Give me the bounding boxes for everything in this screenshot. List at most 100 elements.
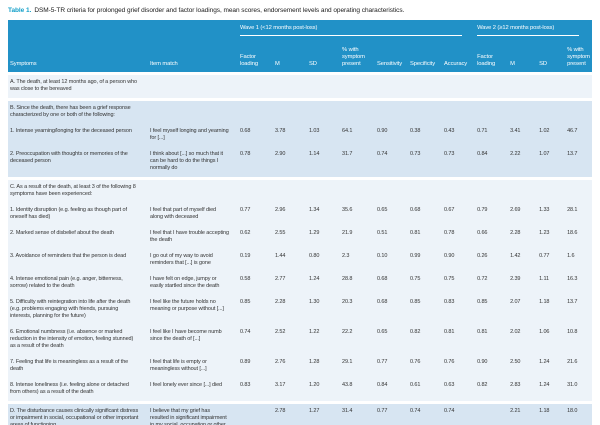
- value-cell: 0.90: [475, 355, 509, 378]
- value-cell: 2.07: [508, 295, 538, 325]
- value-cell: 2.21: [508, 402, 538, 425]
- value-cell: 22.2: [340, 325, 375, 355]
- value-cell: 0.38: [408, 124, 442, 147]
- value-cell: 2.3: [340, 249, 375, 272]
- value-cell: 2.76: [273, 355, 307, 378]
- section-row: C. As a result of the death, at least 3 …: [8, 178, 593, 203]
- column-header-3: Factor loading: [238, 40, 273, 74]
- symptom-cell: 4. Intense emotional pain (e.g. anger, b…: [8, 272, 148, 295]
- value-cell: 0.84: [375, 378, 408, 403]
- item-match-cell: I feel lonely ever since [...] died: [148, 378, 238, 403]
- criterion-block-c: C. As a result of the death, at least 3 …: [8, 178, 593, 403]
- value-cell: 28.8: [340, 272, 375, 295]
- section-row: B. Since the death, there has been a gri…: [8, 99, 593, 124]
- item-match-cell: I feel myself longing and yearning for […: [148, 124, 238, 147]
- value-cell: 1.11: [537, 272, 566, 295]
- value-cell: 1.24: [537, 355, 566, 378]
- value-cell: 2.02: [508, 325, 538, 355]
- symptom-cell: 1. Identity disruption (e.g. feeling as …: [8, 203, 148, 226]
- value-cell: 2.90: [273, 147, 307, 179]
- value-cell: 43.8: [340, 378, 375, 403]
- value-cell: 0.67: [442, 203, 476, 226]
- value-cell: 1.28: [307, 355, 340, 378]
- value-cell: 2.39: [508, 272, 538, 295]
- item-match-cell: I feel like I have become numb since the…: [148, 325, 238, 355]
- symptom-cell: 2. Marked sense of disbelief about the d…: [8, 226, 148, 249]
- column-header-12: SD: [537, 40, 566, 74]
- value-cell: 0.75: [442, 272, 476, 295]
- value-cell: 21.6: [565, 355, 593, 378]
- value-cell: 1.20: [307, 378, 340, 403]
- symptom-row: 1. Identity disruption (e.g. feeling as …: [8, 203, 593, 226]
- symptom-row: D. The disturbance causes clinically sig…: [8, 402, 593, 425]
- section-row: A. The death, at least 12 months ago, of…: [8, 73, 593, 100]
- value-cell: 0.90: [375, 124, 408, 147]
- wave-spanner-row: Wave 1 (<12 months post-loss) Wave 2 (≥12…: [8, 20, 593, 40]
- value-cell: 2.28: [508, 226, 538, 249]
- symptom-row: 2. Marked sense of disbelief about the d…: [8, 226, 593, 249]
- value-cell: 1.23: [537, 226, 566, 249]
- table-number: Table 1.: [8, 7, 32, 14]
- value-cell: 0.85: [475, 295, 509, 325]
- symptom-cell: D. The disturbance causes clinically sig…: [8, 402, 148, 425]
- value-cell: 0.65: [375, 203, 408, 226]
- value-cell: 28.1: [565, 203, 593, 226]
- symptom-cell: A. The death, at least 12 months ago, of…: [8, 73, 148, 100]
- table-caption: Table 1. DSM-5-TR criteria for prolonged …: [8, 6, 592, 15]
- empty-cell: [148, 178, 593, 203]
- value-cell: 1.18: [537, 295, 566, 325]
- value-cell: 0.76: [408, 355, 442, 378]
- value-cell: 0.76: [442, 355, 476, 378]
- value-cell: 1.06: [537, 325, 566, 355]
- symptom-cell: 3. Avoidance of reminders that the perso…: [8, 249, 148, 272]
- value-cell: 0.75: [408, 272, 442, 295]
- value-cell: 0.68: [375, 272, 408, 295]
- value-cell: 0.61: [408, 378, 442, 403]
- dsm5tr-criteria-table: Wave 1 (<12 months post-loss) Wave 2 (≥12…: [8, 20, 593, 425]
- item-match-cell: I believe that my grief has resulted in …: [148, 402, 238, 425]
- spanner-wave-2: Wave 2 (≥12 months post-loss): [475, 20, 593, 40]
- item-match-cell: I feel that life is empty or meaningless…: [148, 355, 238, 378]
- item-match-cell: I have felt on edge, jumpy or easily sta…: [148, 272, 238, 295]
- value-cell: 35.6: [340, 203, 375, 226]
- column-header-1: Symptoms: [8, 40, 148, 74]
- value-cell: 0.85: [238, 295, 273, 325]
- value-cell: 1.42: [508, 249, 538, 272]
- criterion-block-a: A. The death, at least 12 months ago, of…: [8, 73, 593, 100]
- value-cell: 0.66: [475, 226, 509, 249]
- value-cell: 20.3: [340, 295, 375, 325]
- column-header-6: % with symptom present: [340, 40, 375, 74]
- value-cell: 1.24: [537, 378, 566, 403]
- value-cell: 2.77: [273, 272, 307, 295]
- item-match-cell: I think about [...] so much that it can …: [148, 147, 238, 179]
- value-cell: 1.34: [307, 203, 340, 226]
- value-cell: 1.30: [307, 295, 340, 325]
- value-cell: 0.43: [442, 124, 476, 147]
- value-cell: 0.89: [238, 355, 273, 378]
- symptom-row: 1. Intense yearning/longing for the dece…: [8, 124, 593, 147]
- value-cell: 0.85: [408, 295, 442, 325]
- column-header-13: % with symptom present: [565, 40, 593, 74]
- value-cell: 18.0: [565, 402, 593, 425]
- symptom-cell: B. Since the death, there has been a gri…: [8, 99, 148, 124]
- value-cell: 0.81: [442, 325, 476, 355]
- value-cell: 0.77: [238, 203, 273, 226]
- symptom-row: 3. Avoidance of reminders that the perso…: [8, 249, 593, 272]
- column-header-7: Sensitivity: [375, 40, 408, 74]
- value-cell: 0.68: [408, 203, 442, 226]
- column-header-9: Accuracy: [442, 40, 476, 74]
- value-cell: 1.02: [537, 124, 566, 147]
- column-header-4: M: [273, 40, 307, 74]
- value-cell: 21.9: [340, 226, 375, 249]
- value-cell: 1.27: [307, 402, 340, 425]
- value-cell: 0.81: [408, 226, 442, 249]
- value-cell: 0.80: [307, 249, 340, 272]
- value-cell: 2.50: [508, 355, 538, 378]
- value-cell: 0.99: [408, 249, 442, 272]
- column-header-5: SD: [307, 40, 340, 74]
- value-cell: 2.69: [508, 203, 538, 226]
- value-cell: 18.6: [565, 226, 593, 249]
- value-cell: 0.68: [375, 295, 408, 325]
- symptom-row: 8. Intense loneliness (i.e. feeling alon…: [8, 378, 593, 403]
- symptom-row: 6. Emotional numbness (i.e. absence or m…: [8, 325, 593, 355]
